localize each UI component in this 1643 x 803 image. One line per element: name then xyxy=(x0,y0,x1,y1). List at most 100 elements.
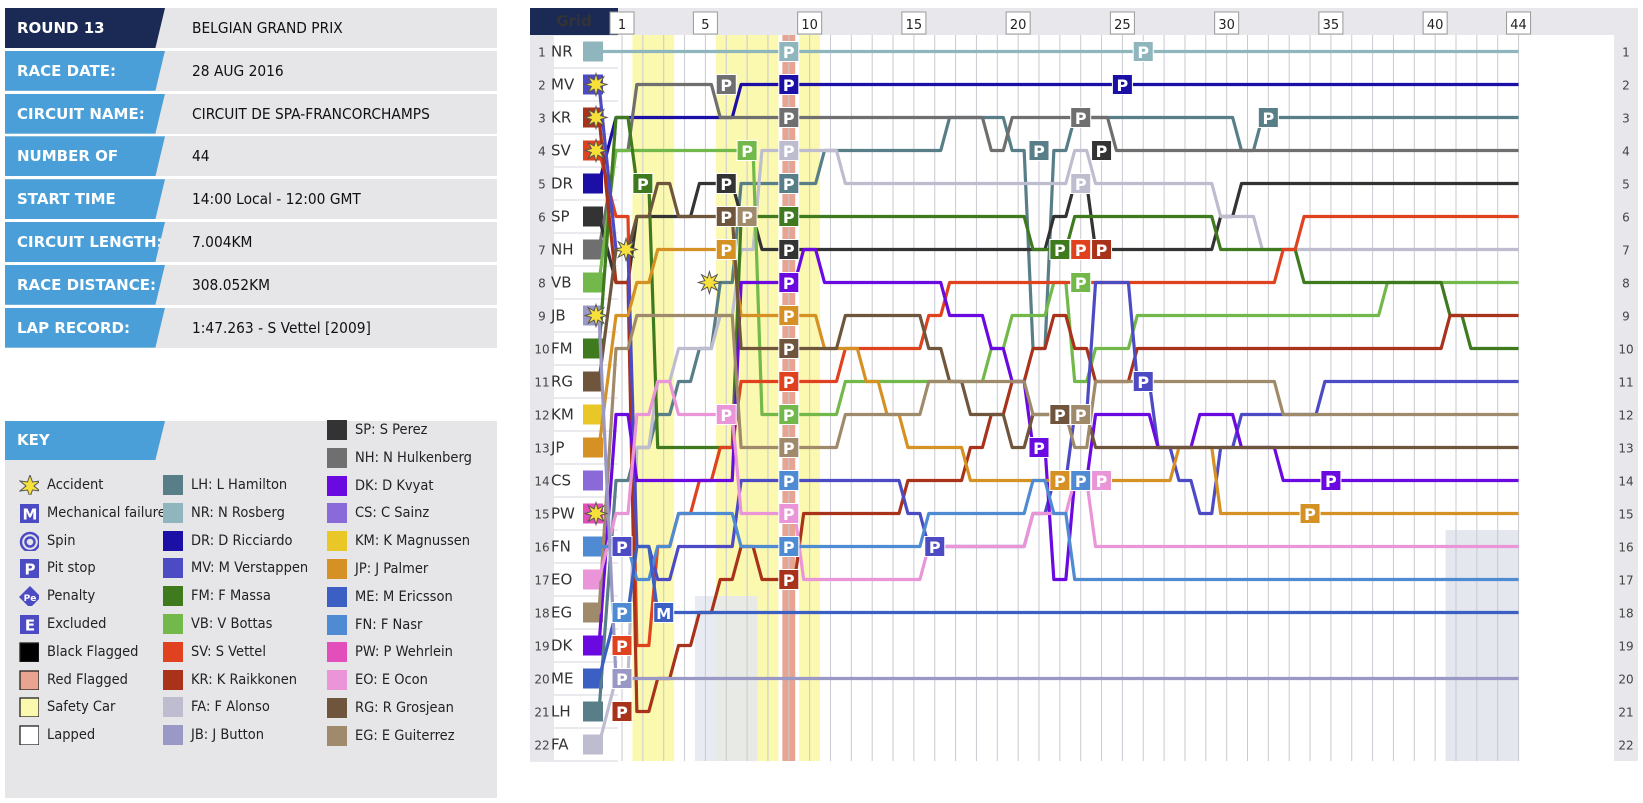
position-number: 2 xyxy=(538,79,546,93)
info-row: RACE DATE: 28 AUG 2016 xyxy=(5,50,497,91)
pit-stop-glyph: P xyxy=(741,142,753,161)
driver-key-label: DR: D Ricciardo xyxy=(191,532,293,549)
pit-stop-marker xyxy=(778,74,800,95)
driver-color-swatch xyxy=(327,559,347,579)
pit-stop-marker xyxy=(1091,239,1113,260)
pit-stop-marker xyxy=(736,140,758,161)
grid-driver-code: MV xyxy=(551,76,575,94)
driver-key-label: FN: F Nasr xyxy=(355,616,423,633)
safety-car-icon xyxy=(19,697,39,718)
pit-stop-glyph: P xyxy=(616,637,628,656)
position-number-right: 19 xyxy=(1618,640,1633,654)
pit-stop-marker xyxy=(715,404,737,425)
pit-stop-glyph: P xyxy=(783,175,795,194)
driver-color-swatch xyxy=(163,530,183,551)
grid-driver-code: SP xyxy=(551,208,570,226)
spin-icon xyxy=(19,531,39,551)
legend-label: Safety Car xyxy=(47,699,116,716)
driver-color-swatch xyxy=(163,586,183,607)
driver-key-label: FM: F Massa xyxy=(191,588,271,605)
position-number-right: 22 xyxy=(1618,739,1633,753)
pit-stop-marker xyxy=(611,602,633,623)
lap-tick-label: 20 xyxy=(1010,18,1027,33)
pit-stop-glyph: P xyxy=(1075,406,1087,425)
pit-stop-marker xyxy=(778,305,800,326)
position-number: 8 xyxy=(538,277,546,291)
position-number: 1 xyxy=(538,46,546,60)
grid-driver-swatch xyxy=(583,470,603,491)
pit-stop-glyph: P xyxy=(1075,472,1087,491)
info-value: 7.004KM xyxy=(192,233,253,251)
pit-stop-marker xyxy=(1111,74,1133,95)
pit-stop-marker xyxy=(778,272,800,293)
position-number-right: 11 xyxy=(1618,376,1633,390)
legend-label: Black Flagged xyxy=(47,643,139,660)
pit-stop-marker xyxy=(778,371,800,392)
pit-stop-marker xyxy=(778,239,800,260)
pit-stop-glyph: P xyxy=(783,373,795,392)
driver-color-swatch xyxy=(327,725,347,746)
driver-key-label: KR: K Raikkonen xyxy=(191,671,298,688)
legend-label: Pit stop xyxy=(47,560,96,577)
pit-stop-glyph: P xyxy=(783,274,795,293)
pit-stop-marker xyxy=(611,635,633,656)
position-number-right: 20 xyxy=(1618,673,1633,687)
position-number: 16 xyxy=(534,541,549,555)
grid-driver-code: EO xyxy=(551,571,572,589)
position-number: 5 xyxy=(538,178,546,192)
pit-stop-marker xyxy=(1299,503,1321,524)
position-number: 15 xyxy=(534,508,549,522)
legend-label: Spin xyxy=(47,532,76,549)
info-row: CIRCUIT LENGTH: 7.004KM xyxy=(5,222,497,262)
pit-stop-glyph: P xyxy=(616,604,628,623)
lap-tick-box xyxy=(1318,11,1344,35)
info-label: START TIME xyxy=(5,179,165,220)
position-number-right: 21 xyxy=(1618,706,1633,720)
info-label: RACE DISTANCE: xyxy=(5,264,165,305)
pit-stop-marker xyxy=(1028,437,1050,458)
grid-driver-code: FN xyxy=(551,538,571,556)
pit-stop-marker xyxy=(715,239,737,260)
pit-stop-glyph: P xyxy=(741,208,753,227)
lap-tick-label: 30 xyxy=(1218,18,1235,33)
info-row: CIRCUIT NAME: CIRCUIT DE SPA-FRANCORCHAMP… xyxy=(5,93,497,134)
driver-key-label: DK: D Kvyat xyxy=(355,477,434,494)
driver-line-eo xyxy=(593,379,1519,582)
pit-stop-glyph: P xyxy=(1075,175,1087,194)
pit-stop-marker xyxy=(715,206,737,227)
lap-tick-box xyxy=(1422,11,1448,35)
info-value: 28 AUG 2016 xyxy=(192,61,284,80)
grid-driver-code: EG xyxy=(551,604,572,622)
position-number: 13 xyxy=(534,442,549,456)
pit-stop-marker xyxy=(778,437,800,458)
position-number-right: 1 xyxy=(1622,46,1630,60)
pit-stop-marker xyxy=(1070,107,1092,128)
driver-key-label: JB: J Button xyxy=(191,727,265,744)
driver-key-label: CS: C Sainz xyxy=(355,505,430,522)
pit-stop-marker xyxy=(1049,239,1071,260)
pit-stop-marker xyxy=(1049,470,1071,491)
info-row: ROUND 13 BELGIAN GRAND PRIX xyxy=(5,8,497,48)
pit-stop-marker xyxy=(1049,404,1071,425)
info-row: RACE DISTANCE: 308.052KM xyxy=(5,264,497,305)
grid-driver-code: RG xyxy=(551,373,573,391)
position-number: 17 xyxy=(534,574,549,588)
pit-stop-glyph: P xyxy=(1054,241,1066,260)
position-number-right: 10 xyxy=(1618,343,1633,357)
pit-stop-marker xyxy=(1091,140,1113,161)
position-number: 14 xyxy=(534,475,549,489)
pit-stop-marker xyxy=(778,470,800,491)
driver-color-swatch xyxy=(327,614,347,635)
info-label: CIRCUIT LENGTH: xyxy=(5,222,165,262)
pit-stop-marker xyxy=(611,536,633,557)
pit-stop-glyph: P xyxy=(1075,241,1087,260)
driver-key-label: EO: E Ocon xyxy=(355,672,428,689)
grid-driver-code: JB xyxy=(550,307,566,325)
pit-stop-marker xyxy=(778,404,800,425)
pit-stop-marker xyxy=(778,140,800,161)
driver-color-swatch xyxy=(163,725,183,746)
pit-stop-glyph: P xyxy=(783,307,795,326)
accident-marker xyxy=(583,302,609,329)
pit-stop-glyph: P xyxy=(1325,472,1337,491)
grid-header xyxy=(530,8,618,35)
